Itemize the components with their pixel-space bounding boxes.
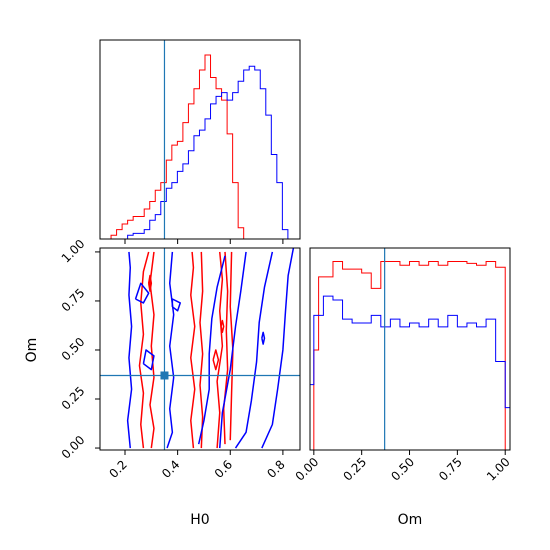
contour_H0_Om-frame xyxy=(99,247,301,451)
contour_H0_Om-y-tick-label: 0.50 xyxy=(59,335,88,364)
hist_Om-x-tick-label: 0.25 xyxy=(340,455,369,484)
hist_Om-x-tick-label: 1.00 xyxy=(484,455,513,484)
contour-series-1-line-0 xyxy=(126,251,133,449)
x-axis-title-h0: H0 xyxy=(190,512,209,528)
contour-h0-om-panel: 0.2 0.4 0.6 0.8 0.00 0.25 0.50 0.75 1.00 xyxy=(59,237,301,481)
contour-series-0-line-0 xyxy=(138,251,150,449)
contour-series-1-line-7 xyxy=(142,349,155,371)
hist_Om-series-1-step-line xyxy=(310,295,510,450)
x-axis-title-om: Om xyxy=(398,512,423,528)
contour-series-0-line-2 xyxy=(190,251,196,449)
contour-series-1-line-1 xyxy=(166,251,175,449)
contour-series-1-line-4 xyxy=(234,251,274,449)
hist_H0-frame xyxy=(99,39,301,240)
contour_H0_Om-y-tick-label: 0.25 xyxy=(59,384,88,413)
contour-series-1-line-8 xyxy=(171,298,182,312)
hist_Om-x-tick-label: 0.75 xyxy=(436,455,465,484)
contour-series-0-line-9 xyxy=(147,274,153,292)
contour_H0_Om-x-tick-label: 0.8 xyxy=(264,457,287,480)
contour-series-1-line-5 xyxy=(261,248,295,449)
contour-series-0-line-3 xyxy=(199,251,204,449)
hist_H0-data-layer xyxy=(100,40,299,239)
contour-series-1-line-6 xyxy=(134,282,150,304)
contour_H0_Om-y-tick-label: 0.00 xyxy=(59,433,88,462)
hist_H0-series-0-step-line xyxy=(100,54,299,239)
contour_H0_Om-x-tick-label: 0.4 xyxy=(159,457,182,480)
hist_Om-series-0-step-line xyxy=(310,260,510,450)
contour_H0_Om-data-layer xyxy=(100,248,300,450)
hist_H0-series-1-step-line xyxy=(100,65,299,239)
histogram-h0-panel xyxy=(99,39,301,244)
contour-series-0-line-7 xyxy=(212,349,220,371)
hist_Om-x-tick-label: 0.50 xyxy=(388,455,417,484)
contour_H0_Om-y-tick-label: 1.00 xyxy=(59,237,88,266)
contour-series-1-line-2 xyxy=(197,255,226,445)
hist_Om-frame xyxy=(309,247,511,451)
contour_H0_Om-x-tick-label: 0.2 xyxy=(106,457,129,480)
contour-series-0-line-8 xyxy=(220,319,225,334)
contour-series-1-line-9 xyxy=(261,331,266,345)
contour_H0_Om-x-tick-label: 0.6 xyxy=(212,457,235,480)
contour_H0_Om-y-tick-label: 0.75 xyxy=(59,286,88,315)
contour-series-0-line-4 xyxy=(216,251,224,449)
contour-series-0-line-5 xyxy=(222,251,229,445)
contour-series-1-line-3 xyxy=(218,251,247,449)
y-axis-title-om: Om xyxy=(24,338,40,363)
hist_Om-x-tick-label: 0.00 xyxy=(293,455,322,484)
hist_Om-data-layer xyxy=(310,248,510,450)
truth-marker xyxy=(160,371,169,380)
histogram-om-panel: 0.00 0.25 0.50 0.75 1.00 xyxy=(293,247,513,484)
